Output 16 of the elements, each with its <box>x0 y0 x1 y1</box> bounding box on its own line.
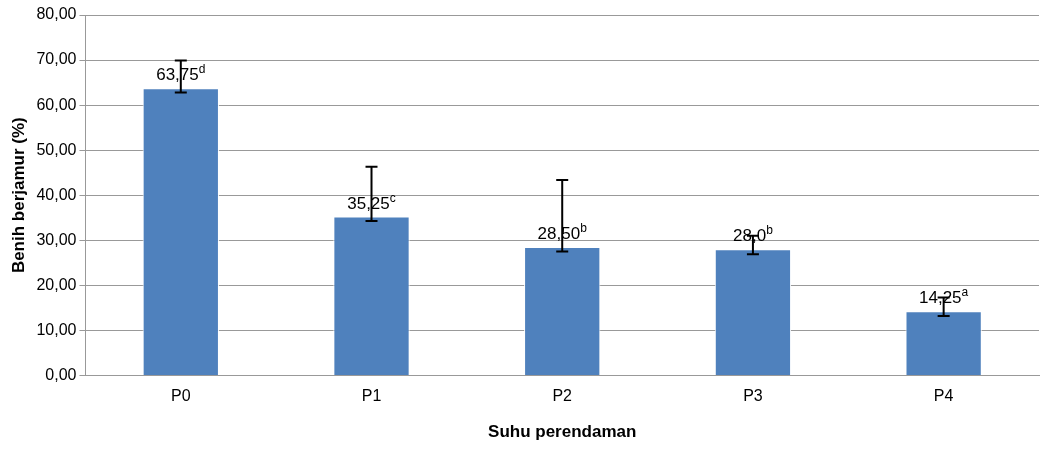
y-tick-label: 0,00 <box>45 365 77 383</box>
x-tick-label: P0 <box>171 387 191 405</box>
x-tick-label: P3 <box>743 387 763 405</box>
y-tick-label: 10,00 <box>36 320 77 338</box>
y-tick-label: 80,00 <box>36 5 77 23</box>
x-tick-label: P4 <box>933 387 954 405</box>
x-tick-label: P2 <box>552 387 573 405</box>
y-tick-label: 30,00 <box>36 230 77 248</box>
y-tick-label: 20,00 <box>36 275 77 293</box>
x-axis-title: Suhu perendaman <box>488 422 637 442</box>
x-tick-label: P1 <box>361 387 382 405</box>
y-tick-label: 50,00 <box>36 140 77 158</box>
y-tick-label: 60,00 <box>36 95 77 113</box>
y-tick-label: 70,00 <box>36 50 77 68</box>
y-axis-title: Benih berjamur (%) <box>8 117 28 274</box>
y-tick-label: 40,00 <box>36 185 77 203</box>
